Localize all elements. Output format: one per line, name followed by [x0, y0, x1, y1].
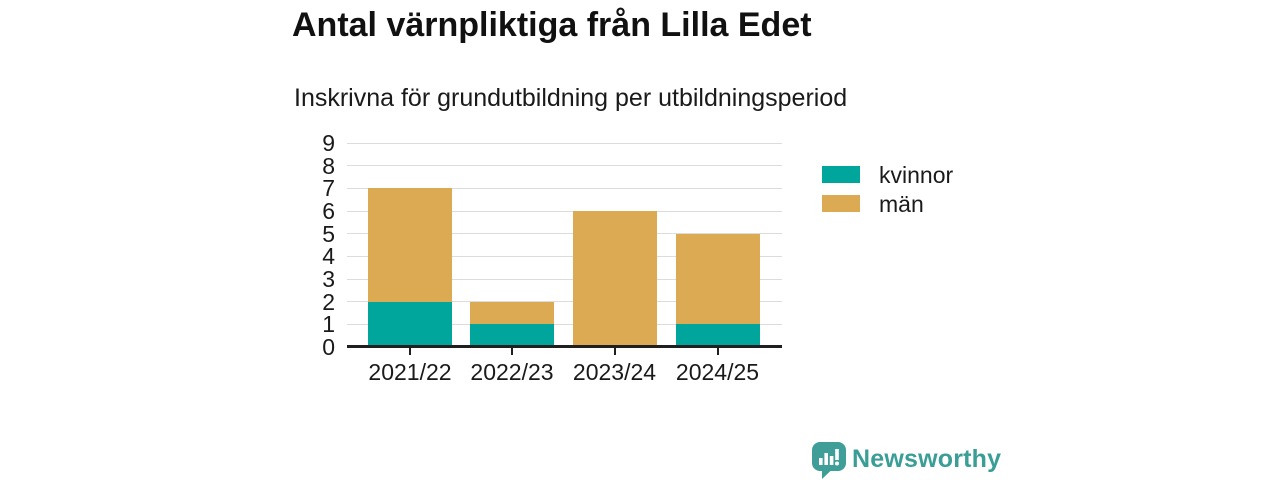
- gridline-y9: [347, 142, 782, 144]
- gridline-y8: [347, 165, 782, 167]
- x-tick-label-2021/22: 2021/22: [368, 359, 452, 385]
- chart-subtitle: Inskrivna för grundutbildning per utbild…: [294, 84, 848, 112]
- bar-chart-speech-bubble-icon: [812, 442, 846, 479]
- y-tick-label-6: 6: [322, 198, 335, 224]
- x-tick-2022/23: [511, 348, 513, 355]
- gridline-y5: [347, 233, 782, 235]
- x-tick-label-2023/24: 2023/24: [572, 359, 657, 385]
- newsworthy-logo[interactable]: Newsworthy: [812, 442, 1001, 480]
- bar-segment-kvinnor-2021/22: [368, 301, 452, 347]
- gridline-y3: [347, 278, 782, 280]
- chart-title: Antal värnpliktiga från Lilla Edet: [292, 6, 812, 44]
- legend-label-män: män: [879, 191, 924, 217]
- y-tick-label-3: 3: [322, 266, 335, 292]
- y-tick-label-4: 4: [322, 243, 335, 270]
- x-tick-label-2024/25: 2024/25: [675, 359, 760, 385]
- x-tick-2024/25: [716, 348, 719, 355]
- gridline-y4: [347, 255, 782, 257]
- x-tick-2021/22: [409, 348, 411, 355]
- legend-swatch-män: [822, 195, 860, 212]
- y-tick-label-2: 2: [322, 288, 335, 315]
- legend-swatch-kvinnor: [822, 166, 860, 183]
- bar-segment-män-2021/22: [368, 188, 452, 302]
- gridline-y7: [347, 187, 782, 189]
- y-tick-label-0: 0: [322, 334, 335, 360]
- x-axis-line: [347, 345, 782, 348]
- y-tick-label-8: 8: [322, 152, 335, 179]
- x-tick-2023/24: [613, 348, 616, 355]
- gridline-y1: [347, 323, 782, 325]
- chart-plot: [347, 142, 782, 347]
- bar-segment-män-2023/24: [572, 211, 657, 347]
- legend-label-kvinnor: kvinnor: [879, 162, 954, 188]
- y-tick-label-9: 9: [322, 130, 335, 156]
- y-tick-label-7: 7: [322, 175, 335, 202]
- bar-segment-kvinnor-2024/25: [675, 324, 760, 347]
- y-tick-label-5: 5: [322, 220, 335, 247]
- gridline-y2: [347, 301, 782, 303]
- gridline-y6: [347, 210, 782, 212]
- bar-segment-kvinnor-2022/23: [470, 324, 554, 347]
- bar-segment-män-2024/25: [675, 233, 760, 325]
- x-tick-label-2022/23: 2022/23: [470, 359, 554, 385]
- newsworthy-logo-text: Newsworthy: [852, 445, 1002, 473]
- y-tick-label-1: 1: [322, 311, 335, 338]
- bar-segment-män-2022/23: [470, 301, 554, 325]
